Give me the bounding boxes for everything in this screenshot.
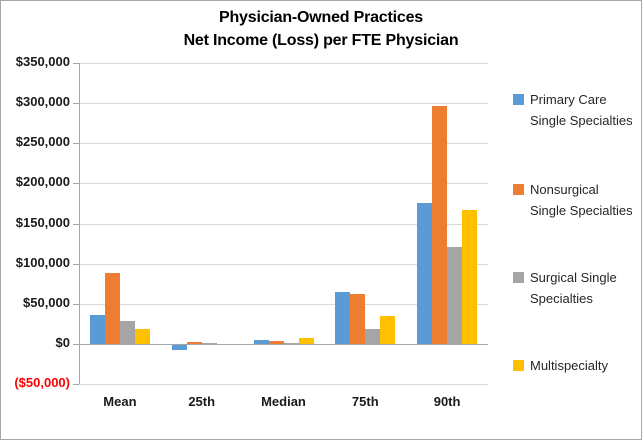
chart-title-line-1: Physician-Owned Practices [219,9,423,26]
gridline [79,303,488,305]
legend-item-nonsurgical-single-specialties: Nonsurgical Single Specialties [513,179,633,221]
y-axis-tick-label: $350,000 [15,54,70,69]
legend-item-surgical-single-specialties: Surgical Single Specialties [513,267,617,309]
y-tick-mark [73,63,79,64]
bar-median-primary-care-single-specialties [253,339,269,344]
bar-median-nonsurgical-single-specialties [268,341,284,344]
x-category-label: Median [261,394,306,409]
x-category-label: 90th [433,394,461,409]
x-category-label: 25th [188,394,216,409]
bar-75th-multispecialty [380,315,396,344]
legend-label-line: Surgical Single [530,270,617,285]
legend-item-label: Primary Care Single Specialties [530,89,633,131]
gridline [79,263,488,265]
bar-25th-surgical-single-specialties [201,343,217,344]
legend-label-line: Multispecialty [530,358,609,373]
gridline [79,384,488,385]
y-axis-tick-label: ($50,000) [14,375,70,390]
legend-color-swatch [513,184,524,195]
chart-title: Physician-Owned Practices Net Income (Lo… [1,6,641,52]
bar-90th-surgical-single-specialties [447,246,463,344]
bar-90th-multispecialty [462,209,478,344]
y-axis-tick-label: $0 [55,334,70,350]
bar-mean-multispecialty [134,328,150,344]
bar-mean-nonsurgical-single-specialties [104,273,120,344]
y-axis-line [79,63,80,384]
bar-75th-surgical-single-specialties [365,328,381,344]
bar-median-surgical-single-specialties [283,343,299,344]
gridline [79,223,488,225]
y-axis-tick-label: $50,000 [23,294,70,310]
y-tick-mark [73,183,79,185]
y-axis-tick-label: $150,000 [15,214,70,230]
y-tick-mark [73,143,79,145]
gridline [79,183,488,185]
bar-25th-nonsurgical-single-specialties [186,342,202,344]
y-tick-mark [73,303,79,305]
y-axis-tick-label: $200,000 [15,174,70,190]
y-tick-mark [73,263,79,265]
y-tick-mark [73,223,79,225]
legend-color-swatch [513,360,524,371]
legend-item-primary-care-single-specialties: Primary Care Single Specialties [513,89,633,131]
y-axis-tick-label: $100,000 [15,254,70,270]
bar-75th-nonsurgical-single-specialties [350,294,366,344]
x-category-label: 75th [351,394,379,409]
plot-area: Mean 25th Median 75th 90th [79,63,488,409]
gridline [79,103,488,105]
legend-color-swatch [513,272,524,283]
legend-label-line: Nonsurgical [530,182,599,197]
legend-label-line: Single Specialties [530,113,633,128]
bar-90th-primary-care-single-specialties [417,203,433,344]
gridline [79,143,488,145]
gridline [79,63,488,64]
y-tick-mark [73,103,79,105]
legend-label-line: Primary Care [530,92,607,107]
bar-90th-nonsurgical-single-specialties [432,105,448,344]
legend-item-multispecialty: Multispecialty [513,355,608,376]
y-tick-mark [73,343,79,345]
chart-title-line-2: Net Income (Loss) per FTE Physician [183,32,459,49]
x-axis-zero-line [79,343,488,345]
legend: Primary Care Single Specialties Nonsurgica… [507,63,641,384]
bar-median-multispecialty [298,338,314,344]
legend-label-line: Specialties [530,291,593,306]
bar-75th-primary-care-single-specialties [335,291,351,344]
legend-item-label: Surgical Single Specialties [530,267,617,309]
bar-mean-surgical-single-specialties [119,320,135,344]
legend-item-label: Multispecialty [530,355,608,376]
legend-item-label: Nonsurgical Single Specialties [530,179,633,221]
bar-mean-primary-care-single-specialties [89,314,105,344]
bar-25th-primary-care-single-specialties [171,343,187,351]
y-axis-tick-label: $250,000 [15,134,70,150]
x-category-label: Mean [103,394,137,409]
y-axis-tick-label: $300,000 [15,94,70,110]
legend-color-swatch [513,94,524,105]
legend-label-line: Single Specialties [530,203,633,218]
y-tick-mark [73,384,79,385]
